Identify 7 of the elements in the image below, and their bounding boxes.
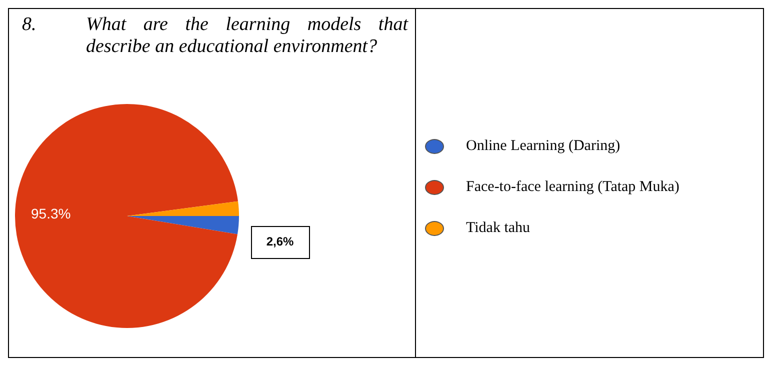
- legend-label: Face-to-face learning (Tatap Muka): [466, 178, 680, 196]
- legend-label: Tidak tahu: [466, 220, 530, 236]
- data-label: 95.3%: [31, 206, 71, 222]
- data-label: 2,6%: [266, 234, 294, 248]
- chart-title: What are the learning models that describe an educational environment?: [86, 14, 408, 58]
- legend-label: Online Learning (Daring): [466, 138, 620, 154]
- chart-subtitle: 8.: [22, 14, 36, 36]
